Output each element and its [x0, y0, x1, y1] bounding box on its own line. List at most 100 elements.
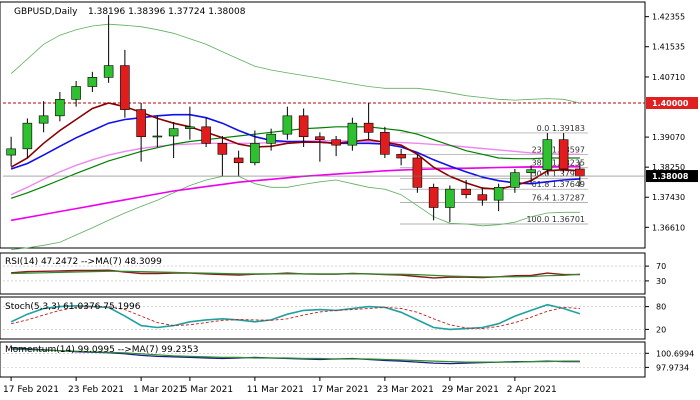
price-tick-label: 1.38250 [652, 163, 685, 172]
fib-level-label: 76.4 1.37287 [532, 193, 585, 202]
momentum-axis: 100.6994 97.9734 [645, 349, 694, 372]
momentum-title: Momentum(14) 99.0995 -->MA(7) 99.2353 [5, 345, 198, 355]
date-tick-label: 23 Mar 2021 [377, 385, 434, 395]
chart-symbol: GBPUSD,Daily [14, 7, 78, 17]
fib-level-label: 61.8 1.37649 [532, 180, 585, 189]
date-tick-label: 17 Feb 2021 [3, 385, 59, 395]
candle-body [396, 154, 406, 159]
momentum-tick-label: 100.6994 [656, 349, 694, 358]
momentum-tick-label: 97.9734 [656, 363, 689, 372]
rsi-series-line [11, 270, 580, 278]
candle-body [542, 139, 553, 171]
candle-body [477, 194, 488, 201]
ma-line-blue [10, 113, 580, 185]
candle-body [103, 65, 114, 78]
candle-body [315, 136, 325, 140]
stoch-panel-frame [0, 296, 646, 340]
date-tick-label: 29 Mar 2021 [442, 385, 499, 395]
date-tick-label: 23 Feb 2021 [68, 385, 124, 395]
candle-body [558, 139, 569, 170]
candle-body [185, 126, 195, 129]
candle-body [428, 187, 439, 208]
price-tick-label: 1.42355 [652, 13, 685, 22]
date-tick-label: 5 Mar 2021 [182, 385, 233, 395]
date-tick-label: 11 Mar 2021 [247, 385, 304, 395]
current-price-box [646, 170, 698, 183]
chart-ohlc: 1.38196 1.38396 1.37724 1.38008 [88, 7, 246, 17]
candle-body [6, 148, 16, 156]
ma-line-band_dn [11, 175, 580, 251]
candle-body [575, 168, 585, 177]
ma-line-magenta [10, 165, 580, 222]
price-tick-label: 1.37430 [652, 193, 685, 202]
candle-body [233, 157, 244, 164]
price-tick-label: 1.41535 [652, 43, 685, 52]
price-tick-label: 1.39070 [652, 133, 685, 142]
candle-body [38, 115, 49, 124]
stoch-title: Stoch(5,3,3) 61.0376 75.1996 [5, 302, 141, 312]
fib-level-label: 50.0 1.37942 [532, 169, 585, 178]
candle-body [363, 122, 374, 133]
candle-body [412, 157, 423, 188]
momentum-series-line [11, 348, 580, 363]
current-price-label: 1.38008 [652, 172, 689, 181]
candle-body [461, 188, 471, 195]
candle-body [380, 132, 390, 155]
date-tick-label: 2 Apr 2021 [507, 385, 557, 395]
stoch-series-line [10, 303, 581, 331]
candle-body [201, 126, 211, 144]
candle-body [120, 65, 130, 110]
rsi-axis: 70 30 [645, 262, 666, 286]
stoch-tick-label: 80 [656, 303, 666, 312]
price-axis: 1.42355 1.41535 1.40710 1.39070 1.38250 1.374… [645, 13, 698, 232]
stoch-series-line [10, 306, 580, 330]
candle-body [445, 188, 455, 208]
ma-line-green [10, 126, 580, 199]
candle-body [55, 99, 65, 117]
momentum-panel-frame [0, 341, 646, 378]
candle-body [282, 115, 293, 135]
candle-body [168, 128, 179, 137]
candle-body [152, 135, 163, 138]
candle-body [347, 122, 358, 146]
stoch-panel[interactable]: Stoch(5,3,3) 61.0376 75.1996 80 20 [0, 296, 666, 340]
candle-body [526, 169, 536, 173]
date-tick-label: 17 Mar 2021 [312, 385, 369, 395]
price-plot: 0.0 1.39183 23.6 1.38597 38.2 1.3823550.0 … [3, 15, 645, 251]
rsi-tick-label: 70 [656, 262, 666, 271]
momentum-panel[interactable]: Momentum(14) 99.0995 -->MA(7) 99.2353 10… [0, 341, 694, 378]
candle-body [136, 109, 146, 138]
momentum-plot [3, 347, 645, 368]
fib-level-label: 23.6 1.38597 [532, 145, 585, 154]
fib-level-label: 0.0 1.39183 [537, 124, 585, 133]
candle-body [217, 143, 228, 155]
level-price-box [646, 97, 698, 109]
date-tick-label: 1 Mar 2021 [133, 385, 184, 395]
fib-level-label: 38.2 1.38235 [532, 159, 585, 168]
rsi-tick-label: 30 [656, 277, 666, 286]
stoch-plot [3, 303, 645, 331]
price-panel[interactable]: 0.0 1.39183 23.6 1.38597 38.2 1.3823550.0 … [0, 1, 698, 251]
rsi-plot [3, 265, 645, 282]
candle-body [71, 86, 81, 100]
candle-body [22, 122, 33, 150]
candle-body [266, 133, 276, 144]
rsi-title: RSI(14) 47.2472 -->MA(7) 48.3099 [5, 257, 162, 267]
candle-body [331, 139, 341, 146]
fib-level-label: 100.0 1.36701 [526, 215, 585, 224]
rsi-panel[interactable]: RSI(14) 47.2472 -->MA(7) 48.3099 70 30 [0, 252, 666, 295]
stoch-tick-label: 20 [656, 325, 666, 334]
price-tick-label: 1.40710 [652, 73, 685, 82]
level-price-label: 1.40000 [652, 99, 689, 108]
candle-body [493, 187, 504, 201]
candle-body [250, 143, 260, 164]
ma-line-red [10, 102, 580, 191]
price-panel-frame [0, 1, 646, 249]
candle-body [510, 172, 520, 188]
price-tick-label: 1.36610 [652, 223, 685, 232]
stoch-axis: 80 20 [645, 303, 666, 334]
ma-line-band_up [10, 23, 580, 104]
candle-body [298, 115, 309, 138]
